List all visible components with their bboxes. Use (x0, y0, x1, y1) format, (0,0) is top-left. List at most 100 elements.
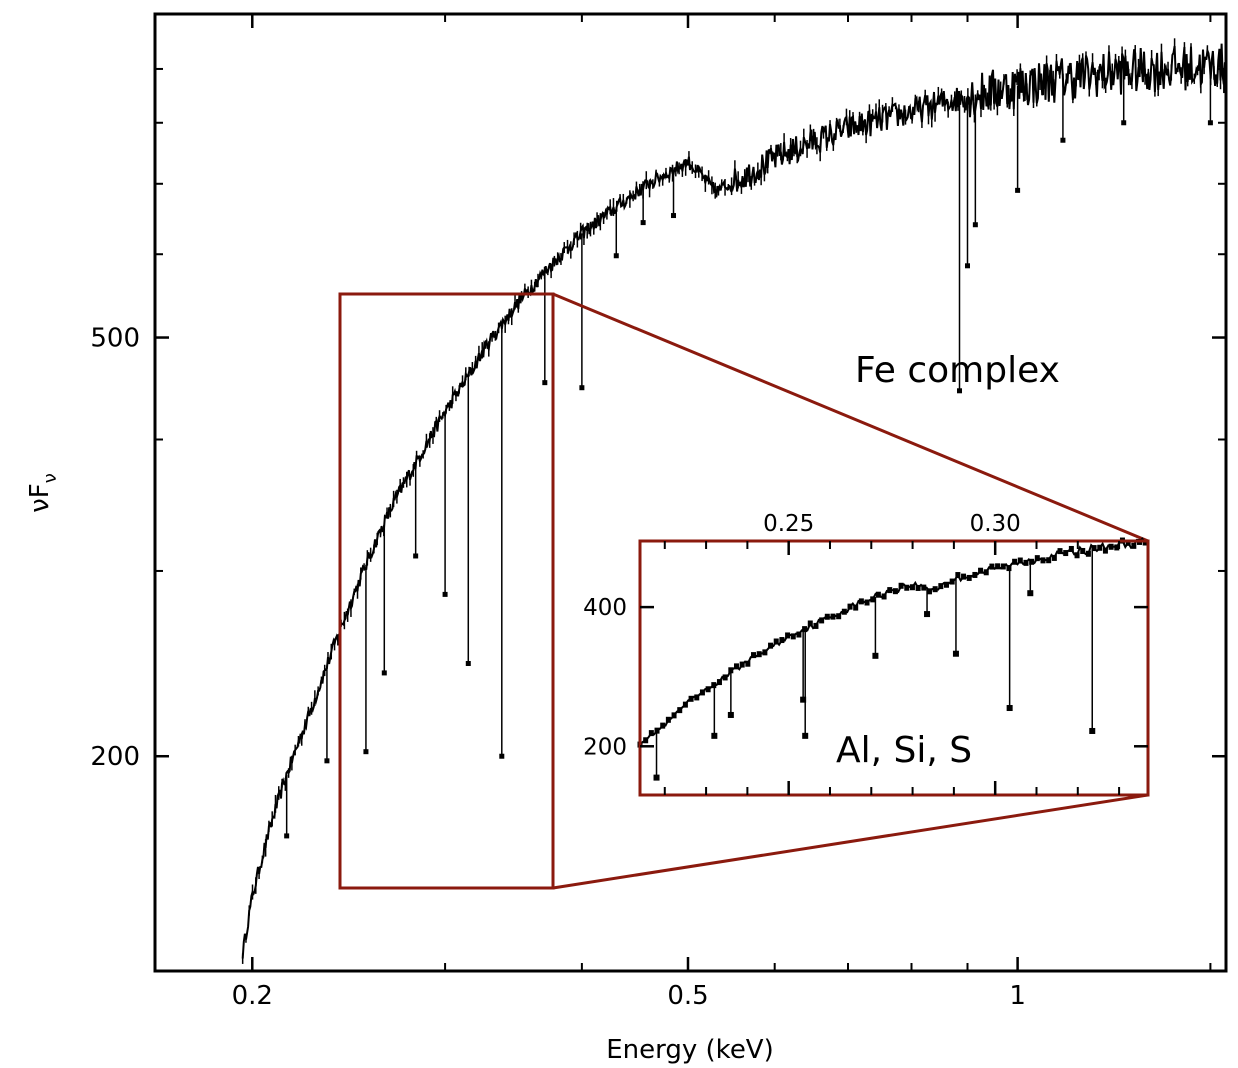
inset-data-point (870, 596, 876, 603)
zoom-region-box (338, 292, 555, 890)
inset-data-point (915, 584, 921, 591)
inset-data-point (853, 604, 859, 611)
inset-absorption-point (952, 650, 959, 657)
inset-data-point (847, 603, 853, 610)
inset-data-point (1012, 558, 1018, 565)
inset-data-point (1057, 548, 1063, 555)
main-absorption-point (465, 660, 471, 666)
main-absorption-point (1207, 120, 1213, 126)
main-absorption-point (1121, 120, 1127, 126)
inset-data-point (1074, 552, 1080, 559)
inset-data-point (1040, 557, 1046, 564)
inset-data-point (841, 608, 847, 615)
inset-data-point (926, 588, 932, 595)
main-spectrum (241, 38, 1227, 964)
inset-data-point (1097, 544, 1103, 551)
y-tick-label: 500 (90, 324, 140, 354)
main-x-tick-labels: 0.2 0.5 1 (232, 981, 1026, 1011)
main-plot: 0.2 0.5 1 500 200 Energy (keV) νFν Fe compl… (25, 12, 1228, 1065)
inset-data-point (751, 652, 757, 659)
inset-data-point (1000, 563, 1006, 570)
inset-data-point (1029, 558, 1035, 565)
inset-data-point (1142, 539, 1148, 546)
main-axis-ticks (155, 14, 1226, 971)
inset-x-tick-label: 0.25 (763, 511, 814, 537)
inset-absorption-point (653, 774, 660, 781)
inset-data-point (813, 622, 819, 629)
inset-data-point (728, 667, 734, 674)
inset-spectrum (637, 537, 1149, 781)
inset-data-point (1102, 547, 1108, 554)
y-tick-label: 200 (90, 742, 140, 772)
inset-data-point (966, 574, 972, 581)
main-absorption-point (442, 591, 448, 597)
inset-x-tick-labels: 0.25 0.30 (763, 511, 1021, 537)
main-absorption-point (972, 222, 978, 228)
inset-absorption-point (872, 652, 879, 659)
main-absorption-point (640, 220, 646, 226)
inset-data-point (961, 573, 967, 580)
inset-data-point (892, 588, 898, 595)
x-tick-label: 1 (1009, 981, 1026, 1011)
inset-y-tick-label: 400 (583, 595, 627, 621)
inset-data-point (1125, 539, 1131, 546)
main-absorption-point (381, 670, 387, 676)
inset-data-point (830, 613, 836, 620)
main-absorption-point (324, 758, 330, 764)
inset-data-point (643, 737, 649, 744)
x-tick-label: 0.2 (232, 981, 273, 1011)
inset-data-point (955, 572, 961, 579)
main-absorption-point (499, 753, 505, 759)
inset-data-point (1108, 543, 1114, 550)
inset-data-point (762, 649, 768, 656)
inset-data-point (722, 674, 728, 681)
y-axis-title: νFν (25, 473, 61, 513)
inset-data-point (790, 633, 796, 640)
inset-data-point (1034, 555, 1040, 562)
inset-absorption-point (727, 711, 734, 718)
inset-data-point (677, 707, 683, 714)
zoom-indicator (338, 292, 1149, 890)
inset-data-point (972, 571, 978, 578)
y-axis-title-main: νF (25, 483, 55, 512)
main-absorption-point (964, 263, 970, 269)
inset-data-point (921, 584, 927, 591)
main-plot-frame (153, 12, 1228, 973)
inset-plot: 0.25 0.30 400 200 Al, Si, S (583, 511, 1150, 797)
inset-frame (638, 539, 1150, 797)
main-absorption-point (542, 380, 548, 386)
inset-data-point (875, 591, 881, 598)
inset-data-point (654, 727, 660, 734)
inset-data-point (756, 651, 762, 658)
inset-data-point (864, 599, 870, 606)
inset-data-point (932, 586, 938, 593)
main-absorption-point (671, 213, 677, 219)
inset-data-point (995, 563, 1001, 570)
inset-data-point (1051, 554, 1057, 561)
x-axis-title: Energy (keV) (606, 1035, 774, 1065)
al-si-s-annotation: Al, Si, S (836, 730, 972, 771)
inset-absorption-point (1089, 727, 1096, 734)
main-absorption-point (579, 385, 585, 391)
inset-data-point (881, 593, 887, 600)
inset-data-point (773, 638, 779, 645)
zoom-connector-top (552, 292, 1149, 543)
inset-absorption-point (924, 611, 931, 618)
inset-data-point (699, 689, 705, 696)
inset-data-point (944, 581, 950, 588)
main-spectrum-line (241, 43, 1227, 959)
inset-background (640, 541, 1148, 795)
inset-absorption-point (711, 732, 718, 739)
inset-data-point (949, 578, 955, 585)
inset-data-point (1046, 557, 1052, 564)
main-absorption-point (613, 253, 619, 259)
inset-data-point (665, 716, 671, 723)
inset-data-point (819, 617, 825, 624)
inset-data-point (807, 620, 813, 627)
inset-data-point (716, 679, 722, 686)
main-absorption-point (1015, 187, 1021, 193)
inset-data-point (1131, 542, 1137, 549)
inset-data-point (904, 584, 910, 591)
inset-data-point (824, 613, 830, 620)
inset-data-point (682, 701, 688, 708)
